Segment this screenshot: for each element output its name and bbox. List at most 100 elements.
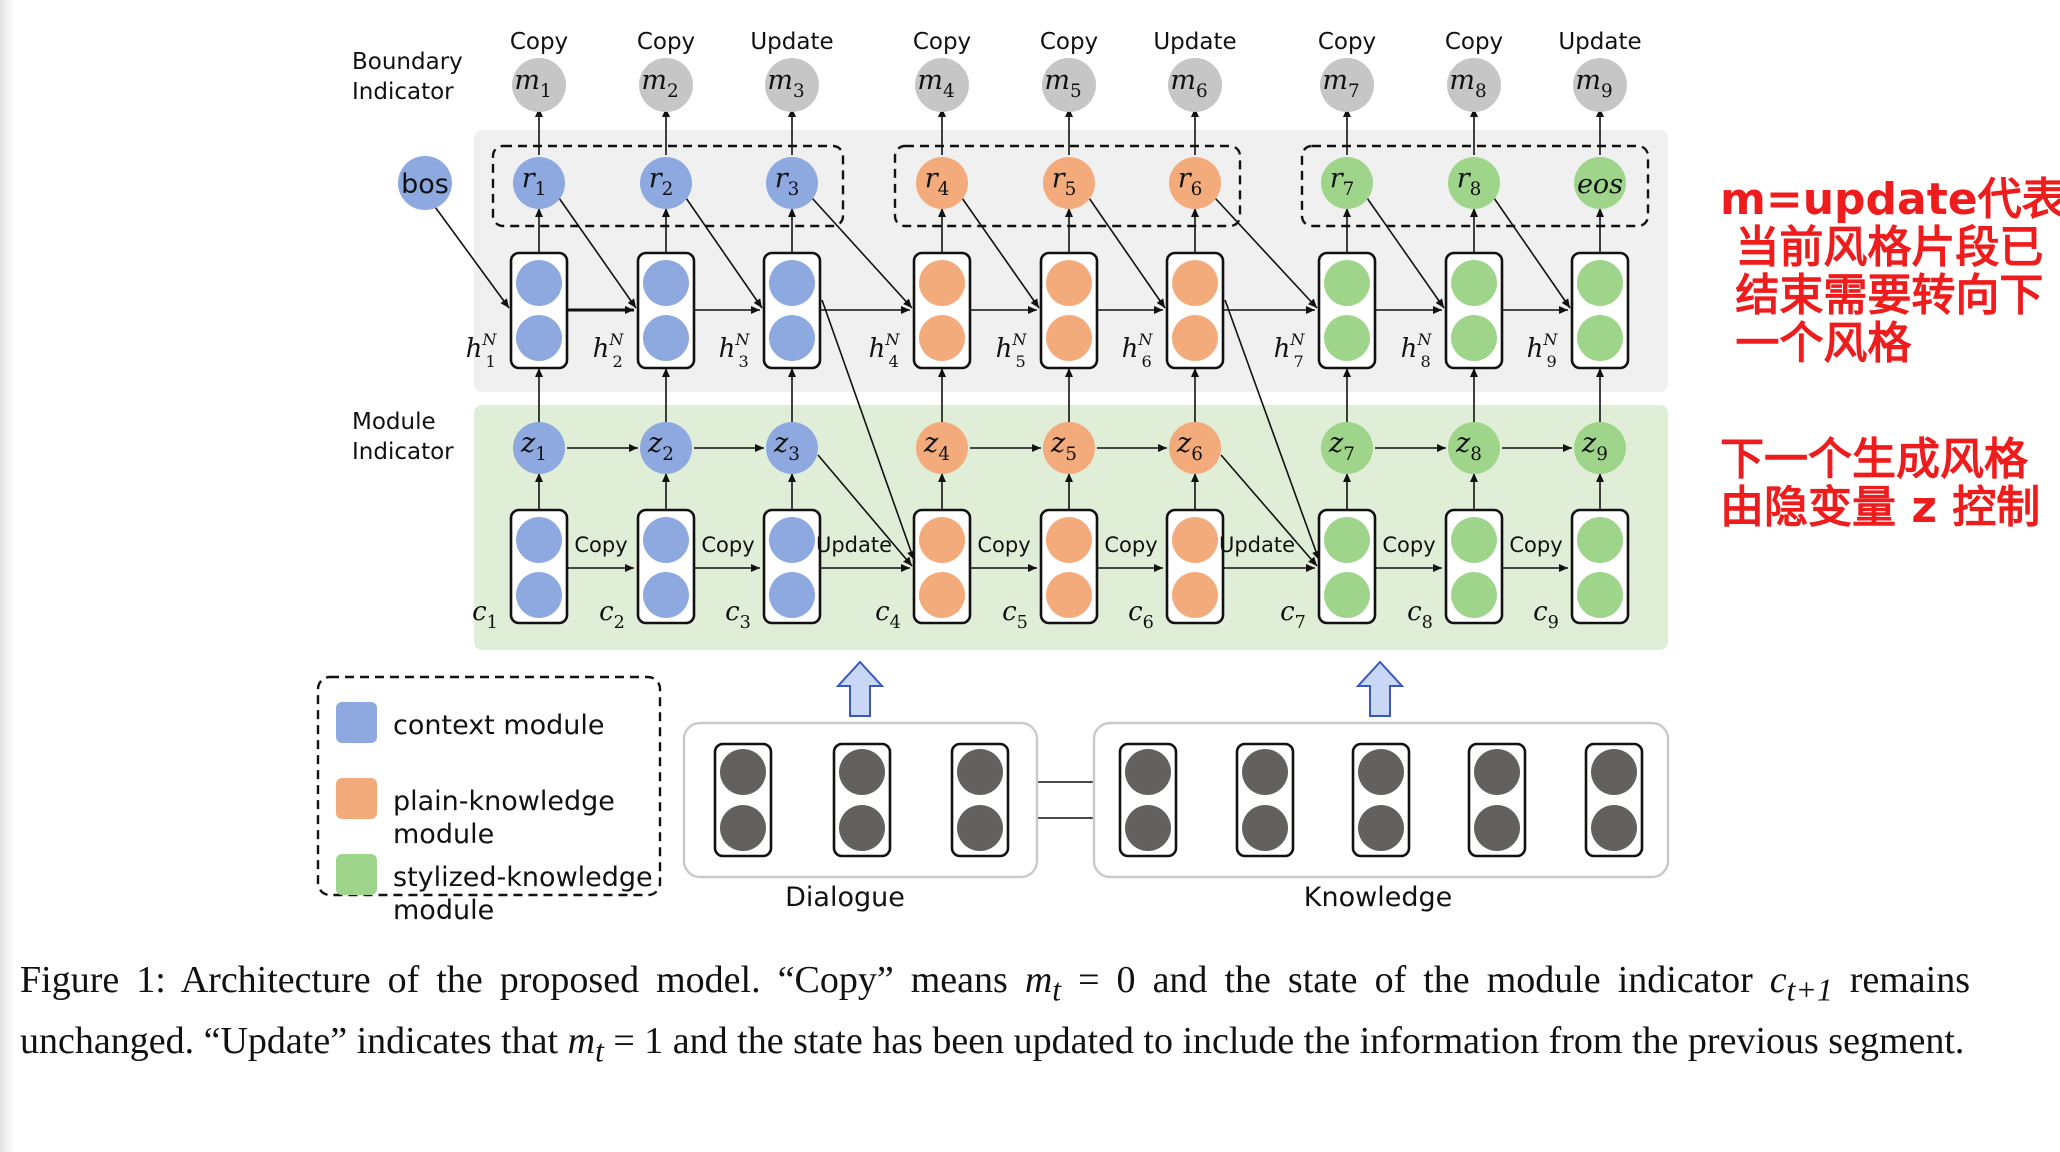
legend-swatch-1: [336, 702, 377, 743]
c-operation-label-2: Copy: [701, 533, 754, 557]
dialogue-label: Dialogue: [785, 882, 905, 913]
segment-group-box-2: [893, 144, 1242, 228]
module-cell-top-4: [919, 517, 965, 563]
caption-part-2: = 0 and the state of the module indicato…: [1061, 959, 1770, 1001]
m-operation-label-6: Update: [1153, 29, 1236, 55]
module-node-z2: [640, 422, 692, 474]
module-cell-bottom-8: [1451, 572, 1497, 618]
module-cell-bottom-4: [919, 572, 965, 618]
boundary-node-m5: [1042, 58, 1096, 112]
hidden-cell-top-8: [1451, 260, 1497, 306]
edge-h3-to-c4: [821, 299, 915, 561]
m-operation-label-7: Copy: [1318, 29, 1376, 55]
m-operation-label-2: Copy: [637, 29, 695, 55]
legend-label-2-line-2: module: [393, 819, 494, 850]
figure-caption: Figure 1: Architecture of the proposed m…: [20, 955, 1970, 1076]
module-node-z1: [513, 422, 565, 474]
encoder-cell-top-4: [1125, 749, 1171, 795]
response-node-6: [1169, 157, 1221, 209]
caption-part-1: Figure 1: Architecture of the proposed m…: [20, 959, 1025, 1001]
boundary-node-m2: [639, 58, 693, 112]
bos-node: [398, 156, 452, 210]
caption-m-var: m: [1024, 959, 1053, 1001]
caption-c-sub: t+1: [1786, 972, 1833, 1008]
caption-m-sub: t: [1052, 972, 1062, 1008]
architecture-diagram: BoundaryIndicatorModuleIndicatorCopym1Co…: [316, 29, 1670, 926]
hidden-cell-bottom-1: [516, 315, 562, 361]
hidden-cell-top-5: [1046, 260, 1092, 306]
hidden-cell-bottom-4: [919, 315, 965, 361]
module-node-z8: [1448, 422, 1500, 474]
legend-label-1: context module: [393, 710, 605, 741]
module-node-z5: [1043, 422, 1095, 474]
m-operation-label-3: Update: [750, 29, 833, 55]
encoder-cell-bottom-7: [1474, 805, 1520, 851]
edge-r-to-next-h-4: [961, 197, 1040, 309]
response-node-1: [513, 157, 565, 209]
boundary-node-label-m5: m5: [1044, 65, 1081, 102]
module-cell-top-1: [516, 517, 562, 563]
m-operation-label-5: Copy: [1040, 29, 1098, 55]
edge-r-to-next-h-8: [1493, 197, 1571, 309]
edge-r-to-next-h-7: [1366, 197, 1445, 309]
module-cell-top-3: [769, 517, 815, 563]
module-node-z9: [1574, 422, 1626, 474]
m-operation-label-9: Update: [1558, 29, 1641, 55]
c-operation-label-3: Update: [816, 533, 892, 557]
module-cell-bottom-1: [516, 572, 562, 618]
legend-box: [316, 675, 662, 897]
c-operation-label-8: Copy: [1509, 533, 1562, 557]
module-cell-bottom-6: [1172, 572, 1218, 618]
hidden-cell-bottom-8: [1451, 315, 1497, 361]
edge-r-to-next-h-5: [1088, 197, 1166, 309]
response-node-4: [916, 157, 968, 209]
edge-h6-to-c7: [1224, 299, 1320, 561]
edge-r-to-next-h-3: [811, 197, 913, 309]
legend-label-3: stylized-knowledge: [393, 862, 653, 893]
c-operation-label-4: Copy: [977, 533, 1030, 557]
legend-swatch-2: [336, 778, 377, 819]
module-cell-top-9: [1577, 517, 1623, 563]
hidden-cell-top-6: [1172, 260, 1218, 306]
module-indicator-label-1: Module: [352, 409, 436, 435]
caption-part-3: remains unchanged. “Update” indicates th…: [20, 959, 1970, 1062]
encoder-cell-top-7: [1474, 749, 1520, 795]
module-cell-top-5: [1046, 517, 1092, 563]
annotation-update-meaning: m=update代表 当前风格片段已 结束需要转向下 一个风格: [1720, 174, 2060, 369]
encoder-cell-top-1: [720, 749, 766, 795]
encoder-cell-top-3: [957, 749, 1003, 795]
edge-bos-to-h1: [429, 199, 510, 309]
eos-label: eos: [1577, 169, 1623, 200]
encoder-cell-bottom-8: [1591, 805, 1637, 851]
module-node-z7: [1321, 422, 1373, 474]
module-cell-top-6: [1172, 517, 1218, 563]
c-operation-label-5: Copy: [1104, 533, 1157, 557]
caption-m-sub-2: t: [595, 1033, 604, 1069]
encoder-cell-top-8: [1591, 749, 1637, 795]
knowledge-label: Knowledge: [1304, 882, 1452, 913]
response-node-9: [1574, 157, 1626, 209]
boundary-node-m6: [1168, 58, 1222, 112]
hidden-cell-bottom-9: [1577, 315, 1623, 361]
hidden-cell-bottom-2: [643, 315, 689, 361]
boundary-indicator-label-1: Boundary: [352, 49, 463, 75]
module-cell-top-2: [643, 517, 689, 563]
hidden-cell-bottom-7: [1324, 315, 1370, 361]
hidden-cell-top-2: [643, 260, 689, 306]
module-cell-bottom-7: [1324, 572, 1370, 618]
c-operation-label-1: Copy: [574, 533, 627, 557]
response-node-5: [1043, 157, 1095, 209]
module-node-z6: [1169, 422, 1221, 474]
edge-z3-to-c4: [817, 454, 913, 567]
c-operation-label-6: Update: [1219, 533, 1295, 557]
up-arrow-1: [835, 660, 885, 717]
edge-z6-to-c7: [1220, 454, 1318, 567]
encoder-cell-bottom-6: [1358, 805, 1404, 851]
encoder-cell-top-2: [839, 749, 885, 795]
page-edge-shadow: [0, 0, 14, 1152]
boundary-node-m3: [765, 58, 819, 112]
boundary-node-m1: [512, 58, 566, 112]
edge-r-to-next-h-2: [685, 197, 763, 309]
annotation-z-control: 下一个生成风格 由隐变量 z 控制: [1720, 434, 2041, 533]
edge-r-to-next-h-1: [558, 197, 637, 309]
